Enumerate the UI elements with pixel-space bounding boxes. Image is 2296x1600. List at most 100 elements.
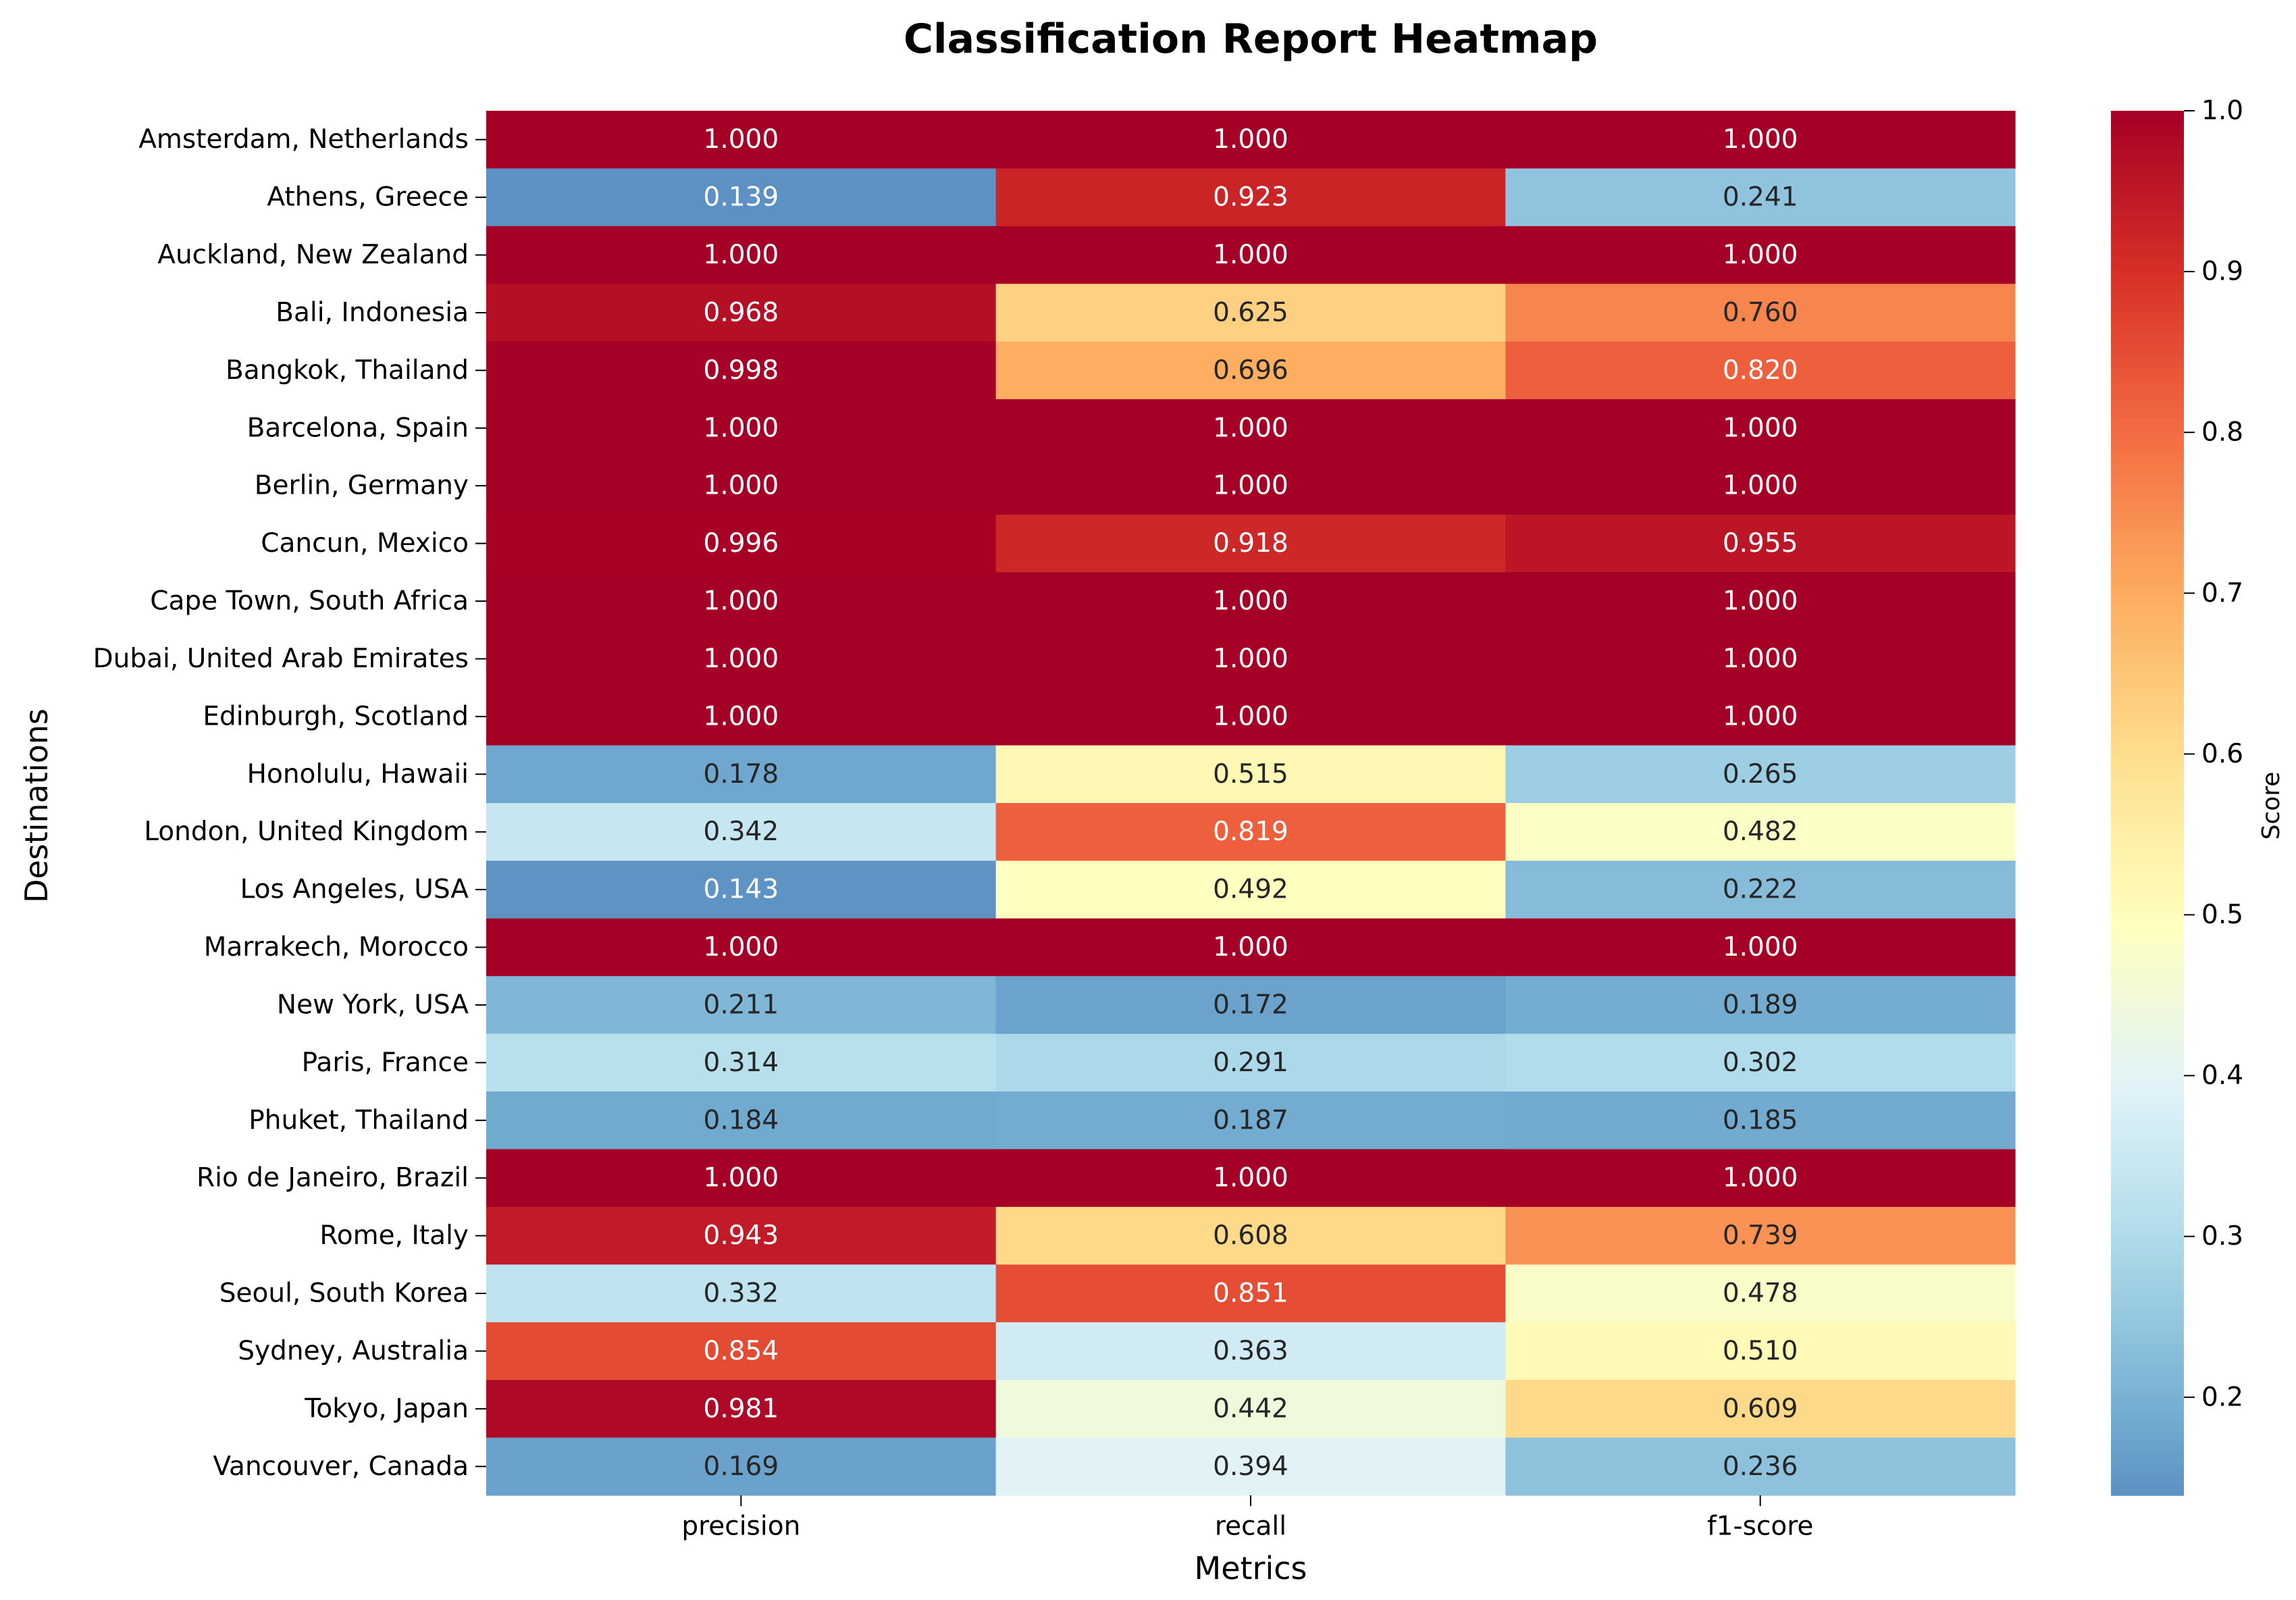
cell-value-label: 0.291 bbox=[1213, 1048, 1288, 1078]
colorbar-segment bbox=[2111, 1035, 2184, 1043]
colorbar-segment bbox=[2111, 1073, 2184, 1081]
cell-value-label: 1.000 bbox=[1723, 644, 1798, 674]
colorbar-segment bbox=[2111, 136, 2184, 143]
y-tick-label: Barcelona, Spain bbox=[247, 413, 469, 443]
colorbar-segment bbox=[2111, 1124, 2184, 1131]
colorbar-segment bbox=[2111, 891, 2184, 898]
heatmap-cell bbox=[486, 1149, 997, 1208]
heatmap-cell bbox=[995, 111, 1506, 170]
colorbar-segment bbox=[2111, 954, 2184, 961]
colorbar-segment bbox=[2111, 249, 2184, 257]
colorbar-segment bbox=[2111, 1086, 2184, 1093]
colorbar-segment bbox=[2111, 1350, 2184, 1358]
colorbar-segment bbox=[2111, 702, 2184, 710]
y-tick-label: New York, USA bbox=[277, 989, 469, 1020]
heatmap-cell bbox=[1505, 1322, 2016, 1380]
colorbar-segment bbox=[2111, 576, 2184, 584]
heatmap-cell bbox=[486, 514, 997, 573]
heatmap-cell bbox=[486, 976, 997, 1035]
colorbar-segment bbox=[2111, 677, 2184, 684]
heatmap-cell bbox=[1505, 688, 2016, 746]
colorbar-segment bbox=[2111, 1464, 2184, 1471]
heatmap-cell bbox=[1505, 1206, 2016, 1265]
colorbar-segment bbox=[2111, 1212, 2184, 1219]
cell-value-label: 1.000 bbox=[1723, 240, 1798, 270]
cell-value-label: 1.000 bbox=[704, 644, 779, 674]
colorbar-segment bbox=[2111, 350, 2184, 357]
colorbar-tick-label: 0.6 bbox=[2201, 739, 2243, 769]
colorbar-segment bbox=[2111, 1237, 2184, 1245]
colorbar-segment bbox=[2111, 111, 2184, 118]
cell-value-label: 0.314 bbox=[704, 1048, 779, 1078]
colorbar-segment bbox=[2111, 1338, 2184, 1345]
colorbar-segment bbox=[2111, 821, 2184, 829]
cell-value-label: 1.000 bbox=[1213, 471, 1288, 501]
colorbar-segment bbox=[2111, 230, 2184, 238]
colorbar-tick-label: 1.0 bbox=[2201, 96, 2243, 126]
heatmap-cell bbox=[995, 803, 1506, 862]
heatmap-cell bbox=[995, 572, 1506, 631]
cell-value-label: 0.143 bbox=[704, 875, 779, 905]
colorbar-segment bbox=[2111, 425, 2184, 433]
cell-value-label: 0.363 bbox=[1213, 1336, 1288, 1366]
colorbar-segment bbox=[2111, 966, 2184, 974]
colorbar-segment bbox=[2111, 563, 2184, 571]
heatmap-cell bbox=[486, 1380, 997, 1439]
colorbar-segment bbox=[2111, 1439, 2184, 1446]
colorbar-segment bbox=[2111, 1162, 2184, 1169]
colorbar-segment bbox=[2111, 960, 2184, 968]
colorbar-tick-label: 0.9 bbox=[2201, 257, 2243, 287]
colorbar-segment bbox=[2111, 1357, 2184, 1364]
colorbar-segment bbox=[2111, 803, 2184, 810]
cell-value-label: 1.000 bbox=[1723, 1163, 1798, 1193]
y-tick-label: Sydney, Australia bbox=[238, 1336, 469, 1366]
heatmap-cell bbox=[1505, 168, 2016, 227]
cell-value-label: 0.241 bbox=[1723, 182, 1798, 213]
heatmap-cell bbox=[995, 168, 1506, 227]
colorbar-segment bbox=[2111, 690, 2184, 697]
colorbar-segment bbox=[2111, 1407, 2184, 1414]
colorbar-segment bbox=[2111, 199, 2184, 206]
colorbar-tick-label: 0.2 bbox=[2201, 1382, 2243, 1412]
cell-value-label: 1.000 bbox=[704, 1163, 779, 1193]
heatmap-cell bbox=[995, 1149, 1506, 1208]
cell-value-label: 1.000 bbox=[1213, 1163, 1288, 1193]
colorbar-segment bbox=[2111, 1111, 2184, 1118]
colorbar-segment bbox=[2111, 815, 2184, 823]
heatmap-cell bbox=[995, 1380, 1506, 1439]
colorbar-segment bbox=[2111, 369, 2184, 376]
colorbar-segment bbox=[2111, 991, 2184, 999]
colorbar-segment bbox=[2111, 1256, 2184, 1264]
colorbar-segment bbox=[2111, 1098, 2184, 1106]
heatmap-cell bbox=[995, 457, 1506, 515]
heatmap-cell bbox=[486, 629, 997, 688]
colorbar-segment bbox=[2111, 1287, 2184, 1295]
colorbar-segment bbox=[2111, 771, 2184, 779]
cell-value-label: 0.478 bbox=[1723, 1279, 1798, 1309]
colorbar-segment bbox=[2111, 532, 2184, 540]
heatmap-cell bbox=[1505, 1149, 2016, 1208]
colorbar-segment bbox=[2111, 828, 2184, 835]
heatmap-cell bbox=[995, 918, 1506, 977]
y-tick-label: Tokyo, Japan bbox=[304, 1393, 469, 1424]
colorbar-segment bbox=[2111, 633, 2184, 640]
heatmap-cell bbox=[995, 1437, 1506, 1496]
colorbar-segment bbox=[2111, 1143, 2184, 1150]
colorbar-segment bbox=[2111, 1445, 2184, 1452]
colorbar-segment bbox=[2111, 1375, 2184, 1383]
colorbar-segment bbox=[2111, 1061, 2184, 1068]
cell-value-label: 0.943 bbox=[704, 1220, 779, 1251]
heatmap-cell bbox=[995, 341, 1506, 400]
colorbar-segment bbox=[2111, 1426, 2184, 1433]
colorbar-segment bbox=[2111, 362, 2184, 369]
heatmap-cell bbox=[486, 745, 997, 804]
colorbar-segment bbox=[2111, 400, 2184, 407]
heatmap-cell bbox=[486, 803, 997, 862]
heatmap-cell bbox=[1505, 1380, 2016, 1439]
cell-value-label: 1.000 bbox=[704, 471, 779, 501]
colorbar-segment bbox=[2111, 123, 2184, 130]
colorbar-segment bbox=[2111, 727, 2184, 735]
colorbar-segment bbox=[2111, 1004, 2184, 1012]
cell-value-label: 0.172 bbox=[1213, 989, 1288, 1020]
colorbar-segment bbox=[2111, 1092, 2184, 1100]
